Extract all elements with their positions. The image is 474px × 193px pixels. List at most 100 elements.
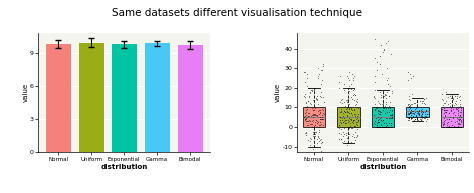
Point (347, 112, 355, 115)
Point (414, 110, 421, 113)
Point (349, 78, 356, 81)
Point (405, 108, 413, 111)
Point (306, 139, 314, 142)
Point (319, 100, 327, 103)
Point (406, 99, 413, 102)
Point (450, 111, 457, 114)
Point (305, 119, 313, 122)
Point (311, 134, 319, 137)
Point (454, 95, 461, 98)
Point (449, 96, 456, 99)
Point (410, 119, 417, 122)
Point (406, 112, 413, 115)
Point (303, 84, 310, 87)
Point (413, 100, 421, 103)
Point (336, 111, 343, 114)
Point (439, 97, 447, 100)
Point (340, 101, 348, 104)
Point (441, 111, 449, 114)
Point (414, 110, 421, 113)
Point (375, 113, 383, 116)
Point (418, 119, 425, 122)
Point (316, 109, 324, 112)
Point (371, 108, 379, 111)
Point (378, 125, 385, 129)
Point (316, 118, 324, 121)
Point (305, 95, 312, 98)
Point (337, 110, 345, 113)
Point (315, 128, 323, 131)
Point (416, 112, 423, 115)
Point (452, 125, 459, 128)
Point (379, 125, 387, 129)
Point (382, 105, 389, 108)
Point (408, 118, 415, 121)
Point (408, 109, 416, 113)
Point (420, 98, 428, 101)
Point (305, 86, 312, 90)
Point (345, 90, 353, 93)
Point (420, 101, 428, 104)
Point (438, 92, 446, 95)
Point (319, 95, 327, 98)
Point (319, 109, 327, 112)
Point (301, 132, 309, 135)
Point (304, 138, 311, 141)
Point (409, 102, 416, 105)
Point (347, 127, 355, 130)
Point (457, 109, 465, 112)
Point (370, 96, 377, 99)
Point (386, 116, 394, 119)
Point (448, 124, 456, 127)
Point (344, 119, 351, 122)
Point (345, 111, 352, 114)
Point (374, 110, 382, 113)
Point (384, 82, 392, 85)
Point (301, 115, 308, 119)
Point (374, 119, 382, 122)
Point (457, 125, 465, 129)
Point (387, 125, 395, 129)
Point (372, 107, 379, 110)
Point (388, 90, 395, 93)
Point (406, 111, 414, 114)
Point (407, 114, 415, 117)
Point (385, 104, 393, 107)
Point (302, 109, 310, 112)
Point (352, 94, 359, 97)
Point (411, 118, 419, 121)
Point (418, 99, 426, 102)
Point (387, 53, 394, 56)
Point (405, 118, 412, 121)
Point (415, 112, 423, 115)
Point (350, 124, 358, 128)
Point (319, 118, 327, 121)
Point (301, 94, 308, 97)
Bar (112, 44, 137, 152)
Point (444, 103, 451, 106)
Point (350, 94, 357, 97)
Point (457, 111, 465, 114)
Point (441, 102, 449, 105)
Point (405, 94, 413, 97)
Point (420, 117, 428, 120)
Point (407, 107, 414, 110)
Point (423, 116, 430, 119)
Point (389, 108, 396, 111)
Point (347, 108, 355, 111)
Point (386, 107, 393, 110)
Point (313, 98, 320, 101)
Point (388, 91, 396, 95)
Point (422, 115, 429, 118)
Point (410, 113, 418, 116)
Point (422, 119, 429, 123)
Point (345, 132, 353, 135)
Point (319, 115, 326, 118)
Point (301, 70, 308, 74)
Point (389, 113, 396, 116)
Point (386, 84, 393, 87)
Point (354, 113, 362, 116)
Point (350, 135, 357, 138)
Point (305, 115, 313, 118)
Point (455, 122, 462, 125)
